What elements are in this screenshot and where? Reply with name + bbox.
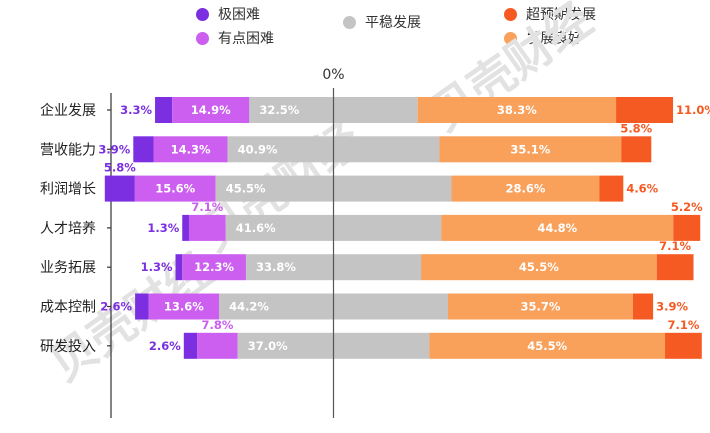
- data-label-beyond-expectation: 3.9%: [656, 300, 688, 314]
- bar-very-difficult: [182, 214, 189, 241]
- data-label-somewhat-difficult: 14.3%: [171, 142, 211, 156]
- bar-somewhat-difficult: [172, 97, 250, 123]
- bar-very-difficult: [133, 136, 154, 163]
- data-label-good: 45.5%: [527, 339, 567, 353]
- bar-very-difficult: [183, 332, 198, 359]
- data-label-good: 28.6%: [505, 182, 545, 196]
- data-label-stable: 44.2%: [229, 300, 269, 314]
- bar-very-difficult: [175, 254, 183, 281]
- bar-somewhat-difficult: [188, 214, 226, 241]
- data-label-beyond-expectation: 5.8%: [620, 121, 652, 135]
- legend-swatch: [504, 7, 517, 21]
- legend-item-stable: 平稳发展: [343, 12, 421, 32]
- legend-label: 超预期发展: [526, 7, 596, 23]
- bar-good: [439, 136, 622, 163]
- bar-good: [429, 332, 666, 359]
- category-label: 研发投入: [40, 339, 96, 355]
- bar-beyond-expectation: [621, 136, 652, 163]
- data-label-very-difficult: 1.3%: [141, 260, 173, 274]
- bar-beyond-expectation: [616, 97, 674, 123]
- data-label-somewhat-difficult: 7.1%: [191, 200, 223, 214]
- bar-beyond-expectation: [673, 214, 701, 241]
- data-label-beyond-expectation: 7.1%: [667, 318, 699, 332]
- data-label-stable: 32.5%: [259, 103, 299, 117]
- bar-somewhat-difficult: [197, 332, 238, 359]
- bar-somewhat-difficult: [182, 254, 246, 281]
- bar-very-difficult: [155, 97, 173, 123]
- data-label-beyond-expectation: 11.0%: [676, 103, 710, 117]
- data-label-good: 35.1%: [510, 142, 550, 156]
- bar-somewhat-difficult: [134, 175, 216, 202]
- legend-label: 有点困难: [218, 31, 274, 47]
- bar-beyond-expectation: [665, 332, 702, 359]
- legend-label: 平稳发展: [365, 15, 421, 31]
- bar-good: [441, 214, 674, 241]
- category-label: 业务拓展: [40, 260, 96, 276]
- data-label-somewhat-difficult: 15.6%: [155, 182, 195, 196]
- legend-label: 发展良好: [526, 31, 582, 47]
- legend-swatch: [196, 7, 209, 21]
- data-label-stable: 40.9%: [238, 142, 278, 156]
- data-label-somewhat-difficult: 12.3%: [194, 260, 234, 274]
- bar-beyond-expectation: [632, 293, 654, 320]
- bar-good: [421, 254, 657, 281]
- data-label-beyond-expectation: 7.1%: [659, 239, 691, 253]
- category-label: 成本控制: [40, 300, 96, 316]
- data-label-good: 35.7%: [520, 300, 560, 314]
- bar-somewhat-difficult: [148, 293, 220, 320]
- data-label-very-difficult: 2.6%: [149, 339, 181, 353]
- center-axis-label: 0%: [322, 67, 344, 83]
- data-label-somewhat-difficult: 13.6%: [164, 300, 204, 314]
- legend-item-very-difficult: 极困难: [196, 4, 260, 24]
- legend-swatch: [343, 15, 356, 29]
- data-label-good: 44.8%: [537, 221, 577, 235]
- data-label-very-difficult: 1.3%: [147, 221, 179, 235]
- data-label-very-difficult: 3.9%: [98, 142, 130, 156]
- category-label: 营收能力: [40, 142, 96, 158]
- data-label-stable: 45.5%: [226, 182, 266, 196]
- data-label-stable: 41.6%: [236, 221, 276, 235]
- data-label-stable: 33.8%: [256, 260, 296, 274]
- legend-swatch: [196, 31, 209, 45]
- legend-swatch: [504, 31, 517, 45]
- bar-good: [447, 293, 633, 320]
- data-label-somewhat-difficult: 14.9%: [191, 103, 231, 117]
- category-label: 人才培养: [40, 221, 96, 237]
- data-label-beyond-expectation: 4.6%: [626, 182, 658, 196]
- category-label: 利润增长: [40, 182, 96, 198]
- data-label-very-difficult: 2.6%: [100, 300, 132, 314]
- bar-somewhat-difficult: [153, 136, 228, 163]
- bar-very-difficult: [104, 175, 135, 202]
- data-label-very-difficult: 3.3%: [120, 103, 152, 117]
- legend-item-beyond-expectation: 超预期发展: [504, 4, 596, 24]
- legend-item-good: 发展良好: [504, 28, 582, 48]
- bar-very-difficult: [135, 293, 149, 320]
- data-label-somewhat-difficult: 7.8%: [202, 318, 234, 332]
- data-label-beyond-expectation: 5.2%: [671, 200, 703, 214]
- category-label: 企业发展: [40, 102, 96, 119]
- bar-good: [451, 175, 600, 202]
- data-label-good: 45.5%: [519, 260, 559, 274]
- legend-item-somewhat-difficult: 有点困难: [196, 28, 274, 48]
- data-label-good: 38.3%: [497, 103, 537, 117]
- legend-label: 极困难: [218, 7, 260, 23]
- bar-good: [417, 97, 617, 123]
- data-label-stable: 37.0%: [248, 339, 288, 353]
- data-label-very-difficult: 5.8%: [104, 161, 136, 175]
- bar-beyond-expectation: [656, 254, 694, 281]
- bar-beyond-expectation: [599, 175, 624, 202]
